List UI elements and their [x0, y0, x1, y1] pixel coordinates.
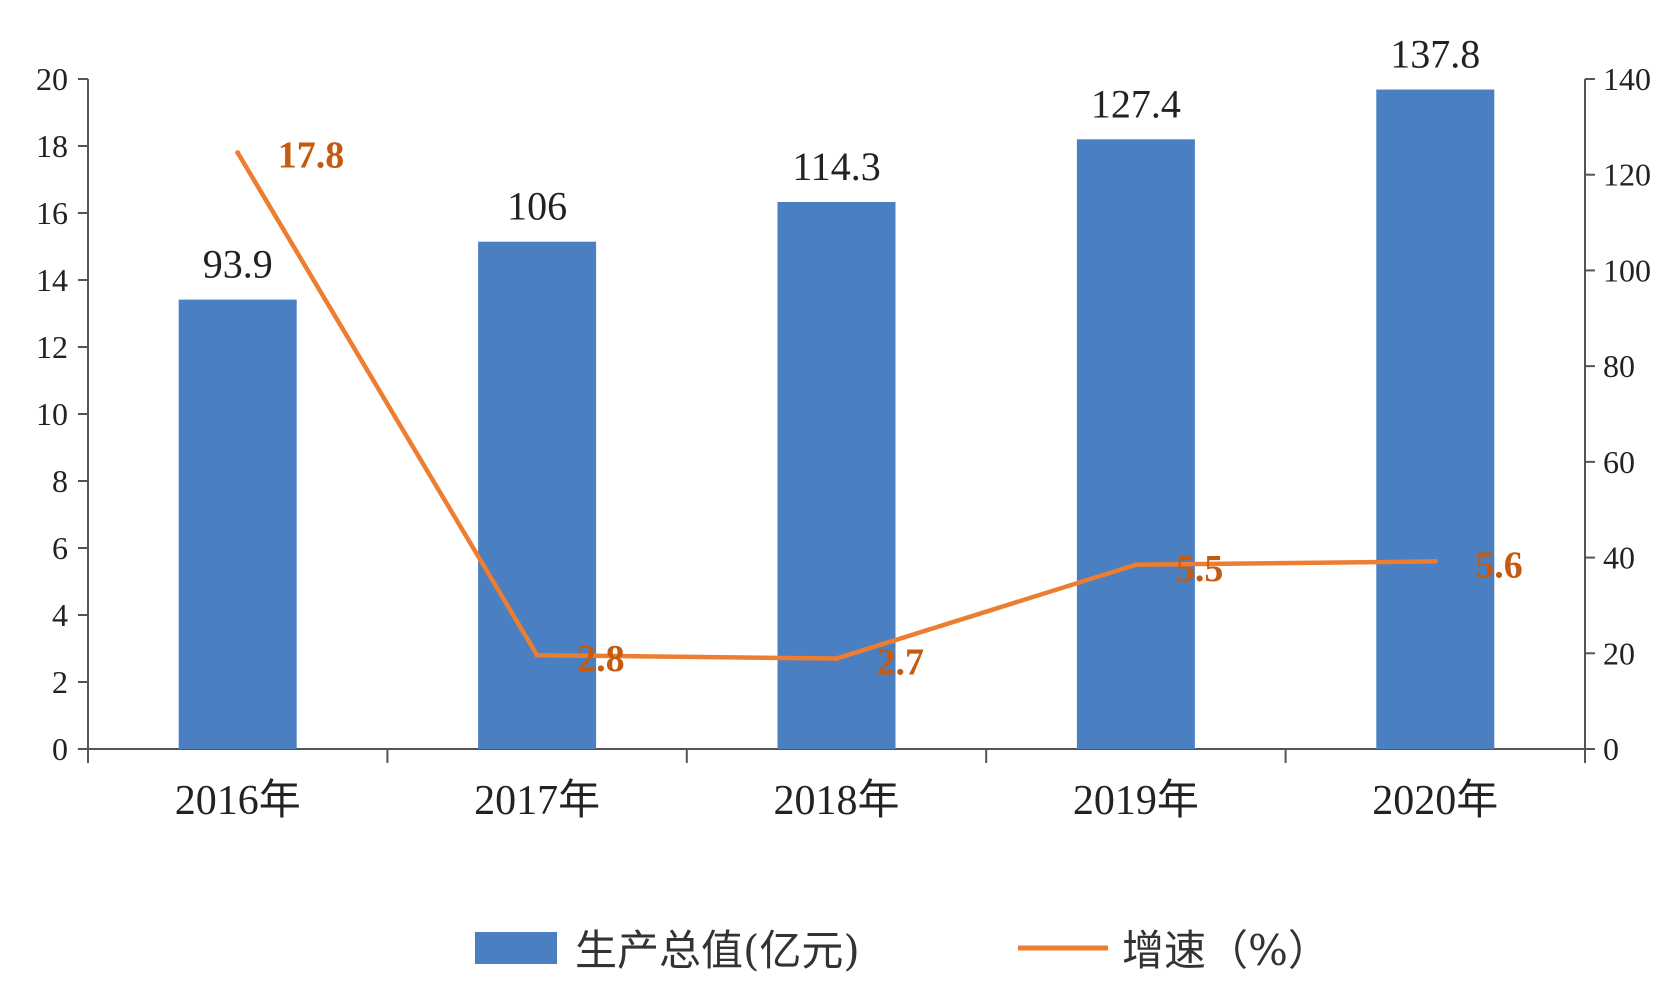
line-series [235, 150, 1438, 662]
line-value-label: 5.6 [1475, 544, 1523, 586]
left-tick-label: 10 [36, 396, 68, 432]
left-tick-label: 4 [52, 597, 68, 633]
right-tick-label: 40 [1603, 540, 1635, 576]
right-tick-label: 60 [1603, 444, 1635, 480]
bar [1376, 89, 1495, 750]
left-tick-label: 2 [52, 664, 68, 700]
left-tick-label: 16 [36, 195, 68, 231]
bar [178, 299, 297, 749]
axes: 0 2 4 6 8 10 12 14 16 18 20 0 20 40 60 80 100 120 140 2016年… [36, 61, 1651, 824]
left-tick-label: 8 [52, 463, 68, 499]
bar-value-label: 106 [507, 184, 567, 229]
legend-line-label: 增速（%） [1122, 926, 1330, 975]
x-tick-label: 2016年 [175, 777, 301, 824]
left-tick-label: 12 [36, 329, 68, 365]
line-value-label: 5.5 [1176, 548, 1224, 590]
x-tick-label: 2017年 [474, 777, 600, 824]
line-value-label: 2.7 [877, 642, 925, 684]
bars [178, 89, 1495, 750]
left-tick-label: 6 [52, 530, 68, 566]
right-tick-label: 120 [1603, 157, 1651, 193]
line-point [235, 150, 241, 156]
right-tick-label: 0 [1603, 731, 1619, 767]
right-tick-label: 80 [1603, 348, 1635, 384]
left-tick-label: 0 [52, 731, 68, 767]
line-value-label: 17.8 [278, 135, 345, 177]
legend-bar-swatch [475, 932, 557, 964]
left-tick-label: 20 [36, 61, 68, 97]
left-tick-label: 14 [36, 262, 68, 298]
line-point [1133, 562, 1139, 568]
data-labels: 93.9 106 114.3 127.4 137.8 17.8 2.8 2.7 5.5 5.6 [203, 32, 1523, 684]
legend-bar-label: 生产总值(亿元) [575, 926, 860, 975]
bar-value-label: 127.4 [1091, 81, 1181, 126]
left-tick-label: 18 [36, 128, 68, 164]
x-tick-label: 2018年 [773, 777, 899, 824]
bar [1076, 139, 1195, 750]
line-point [834, 656, 839, 662]
bar [478, 241, 597, 749]
bar-value-label: 114.3 [792, 144, 881, 189]
line-point [534, 652, 540, 658]
right-tick-label: 140 [1603, 61, 1651, 97]
legend: 生产总值(亿元) 增速（%） [475, 926, 1330, 975]
line-point [1432, 558, 1438, 564]
line-value-label: 2.8 [577, 638, 625, 680]
right-tick-label: 100 [1603, 252, 1651, 288]
bar-value-label: 93.9 [203, 242, 273, 287]
x-tick-label: 2020年 [1372, 777, 1498, 824]
bar-value-label: 137.8 [1390, 32, 1480, 77]
right-tick-label: 20 [1603, 635, 1635, 671]
x-tick-label: 2019年 [1073, 777, 1199, 824]
